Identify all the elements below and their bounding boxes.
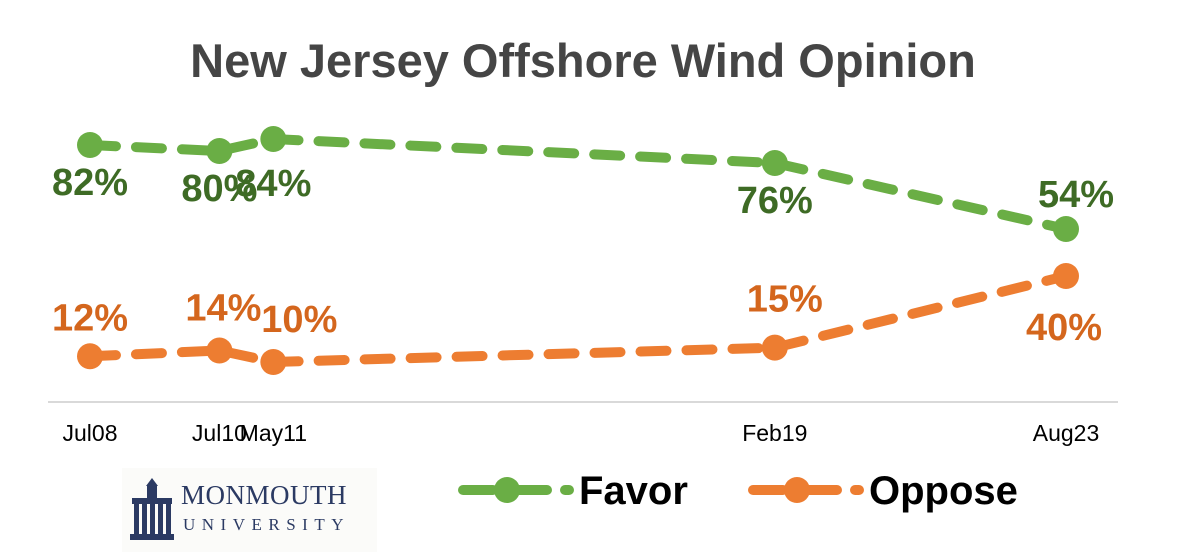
data-label-oppose-may11: 10% (261, 299, 337, 341)
legend: Favor Oppose (458, 469, 1018, 513)
x-tick-jul08: Jul08 (63, 420, 118, 446)
data-point-favor-jul10 (206, 138, 233, 164)
x-tick-jul10: Jul10 (192, 420, 247, 446)
data-point-favor-jul08 (77, 132, 103, 158)
logo-name: MONMOUTH (181, 480, 347, 510)
legend-swatch-dot (494, 477, 520, 503)
data-point-oppose-aug23 (1053, 263, 1079, 289)
data-point-favor-feb19 (761, 150, 788, 176)
legend-swatch-dot (784, 477, 810, 503)
data-label-oppose-feb19: 15% (747, 279, 823, 321)
data-label-favor-jul08: 82% (52, 162, 128, 204)
data-point-oppose-may11 (260, 349, 287, 375)
data-label-favor-aug23: 54% (1038, 174, 1114, 216)
legend-label-favor: Favor (579, 469, 688, 513)
data-point-oppose-jul10 (206, 337, 233, 364)
building-icon (130, 478, 174, 540)
data-label-oppose-aug23: 40% (1026, 307, 1102, 349)
data-point-oppose-jul08 (77, 343, 103, 370)
data-label-oppose-jul08: 12% (52, 297, 128, 339)
legend-item-oppose: Oppose (748, 469, 1018, 513)
data-point-favor-may11 (260, 126, 287, 152)
legend-label-oppose: Oppose (869, 469, 1018, 513)
x-tick-aug23: Aug23 (1033, 420, 1100, 446)
data-point-oppose-feb19 (761, 334, 788, 361)
data-label-favor-may11: 84% (235, 163, 311, 205)
series-oppose: 12% 14% 10% 15% 40% (52, 263, 1102, 375)
chart-title: New Jersey Offshore Wind Opinion (190, 34, 976, 87)
logo-subtitle: UNIVERSITY (183, 515, 350, 534)
x-tick-feb19: Feb19 (742, 420, 807, 446)
data-label-favor-feb19: 76% (737, 180, 813, 222)
data-label-oppose-jul10: 14% (185, 288, 261, 330)
data-point-favor-aug23 (1053, 216, 1079, 242)
monmouth-university-logo: MONMOUTH UNIVERSITY (122, 468, 377, 552)
series-layer: 82% 80%84% 76% 54% 12% 14% 10% 15% 40% (52, 126, 1114, 375)
legend-item-favor: Favor (458, 469, 688, 513)
x-tick-may11: May11 (240, 420, 307, 446)
series-favor: 82% 80%84% 76% 54% (52, 126, 1114, 242)
data-label-favor-jul10: 80% (181, 168, 257, 210)
